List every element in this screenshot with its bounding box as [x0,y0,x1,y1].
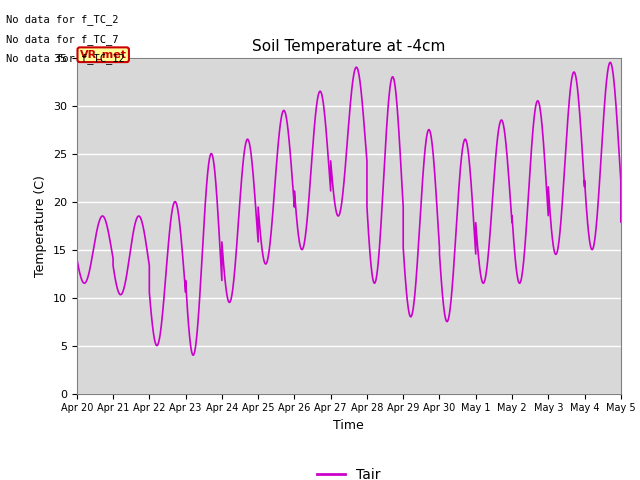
Text: No data for f_TC_2: No data for f_TC_2 [6,14,119,25]
Text: No data for f_TC_7: No data for f_TC_7 [6,34,119,45]
Legend: Tair: Tair [312,462,386,480]
Y-axis label: Temperature (C): Temperature (C) [35,175,47,276]
Text: No data for f_TC_12: No data for f_TC_12 [6,53,125,64]
Text: VR_met: VR_met [80,49,127,60]
Title: Soil Temperature at -4cm: Soil Temperature at -4cm [252,39,445,54]
X-axis label: Time: Time [333,419,364,432]
